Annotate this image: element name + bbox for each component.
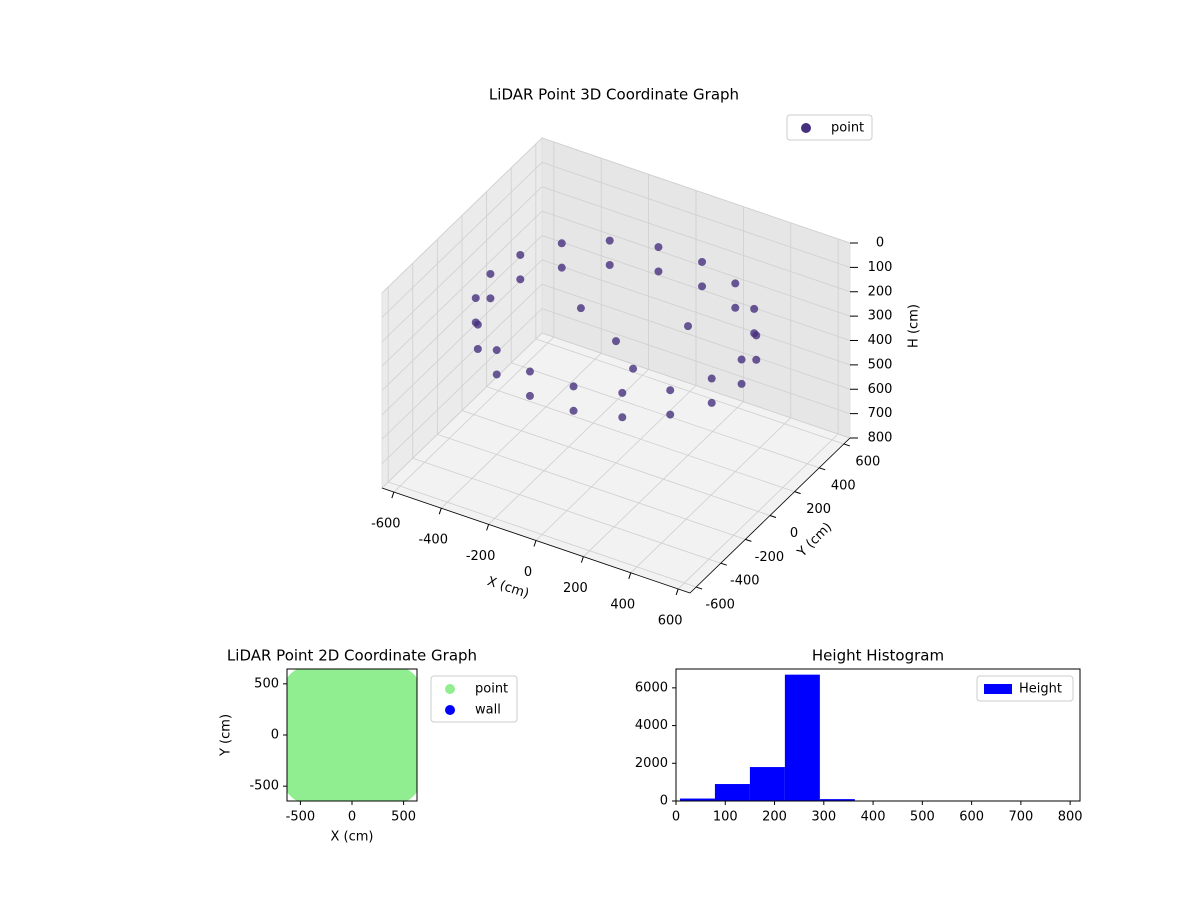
legend-marker bbox=[445, 705, 455, 715]
point bbox=[654, 243, 662, 251]
y-tick-label: -600 bbox=[705, 598, 735, 613]
point bbox=[526, 392, 534, 400]
bar bbox=[750, 767, 785, 801]
point bbox=[606, 237, 614, 245]
legend-label: wall bbox=[475, 703, 501, 718]
x-tick-label: 200 bbox=[563, 581, 588, 596]
x-tick-label: 500 bbox=[910, 810, 935, 825]
point bbox=[472, 294, 480, 302]
legend-label: Height bbox=[1019, 682, 1062, 697]
point bbox=[708, 399, 716, 407]
z-tick-label: 500 bbox=[868, 357, 893, 372]
x-tick-label: -400 bbox=[418, 533, 448, 548]
y-tick-label: 0 bbox=[271, 728, 279, 743]
legend-label: point bbox=[475, 682, 508, 697]
chart-title: LiDAR Point 2D Coordinate Graph bbox=[227, 647, 477, 665]
x-tick-label: 0 bbox=[672, 810, 680, 825]
x-tick-label: 0 bbox=[524, 565, 532, 580]
x-tick-label: 700 bbox=[1008, 810, 1033, 825]
point bbox=[558, 239, 566, 247]
z-tick-label: 200 bbox=[868, 284, 893, 299]
y-axis-label: Y (cm) bbox=[219, 714, 234, 757]
y-tick-label: 0 bbox=[660, 794, 668, 809]
chart-title: LiDAR Point 3D Coordinate Graph bbox=[489, 86, 739, 104]
legend-marker bbox=[801, 123, 811, 133]
point bbox=[654, 267, 662, 275]
point bbox=[752, 356, 760, 364]
legend-label: point bbox=[831, 121, 864, 136]
chart-title: Height Histogram bbox=[812, 647, 944, 665]
point bbox=[731, 304, 739, 312]
z-tick-label: 600 bbox=[868, 382, 893, 397]
point bbox=[738, 356, 746, 364]
x-axis-label: X (cm) bbox=[331, 830, 374, 845]
point bbox=[750, 329, 758, 337]
point bbox=[618, 389, 626, 397]
x-tick-label: -600 bbox=[371, 517, 401, 532]
x-tick-label: -200 bbox=[466, 549, 496, 564]
point bbox=[570, 407, 578, 415]
point bbox=[731, 279, 739, 287]
y-tick-label: -200 bbox=[755, 550, 785, 565]
z-tick-label: 800 bbox=[868, 431, 893, 446]
y-tick-label: 600 bbox=[855, 454, 880, 469]
x-tick-label: 600 bbox=[658, 613, 683, 628]
plot-area bbox=[265, 648, 438, 823]
point bbox=[526, 368, 534, 376]
x-tick-label: 200 bbox=[762, 810, 787, 825]
z-tick-label: 400 bbox=[868, 333, 893, 348]
point bbox=[612, 337, 620, 345]
x-tick-label: 0 bbox=[348, 810, 356, 825]
point bbox=[493, 346, 501, 354]
z-axis-label: H (cm) bbox=[907, 304, 922, 348]
y-tick-label: -400 bbox=[730, 574, 760, 589]
y-tick-label: 2000 bbox=[635, 756, 668, 771]
point bbox=[618, 413, 626, 421]
x-tick-label: 400 bbox=[861, 810, 886, 825]
legend-swatch bbox=[984, 684, 1012, 694]
y-tick-label: 6000 bbox=[635, 680, 668, 695]
point bbox=[684, 322, 692, 330]
z-tick-label: 700 bbox=[868, 406, 893, 421]
y-tick-label: 0 bbox=[790, 526, 798, 541]
point bbox=[474, 345, 482, 353]
y-tick-label: 500 bbox=[254, 676, 279, 691]
point bbox=[486, 294, 494, 302]
bar bbox=[715, 784, 750, 801]
y-tick-label: 200 bbox=[806, 502, 831, 517]
x-tick-label: 500 bbox=[391, 810, 416, 825]
point bbox=[666, 386, 674, 394]
point bbox=[486, 270, 494, 278]
point bbox=[750, 305, 758, 313]
y-tick-label: 400 bbox=[831, 478, 856, 493]
x-tick-label: 300 bbox=[811, 810, 836, 825]
point bbox=[708, 375, 716, 383]
x-tick-label: 600 bbox=[959, 810, 984, 825]
legend-marker bbox=[445, 684, 455, 694]
point bbox=[629, 365, 637, 373]
z-tick-label: 300 bbox=[868, 309, 893, 324]
bar bbox=[785, 675, 820, 801]
point bbox=[698, 282, 706, 290]
point bbox=[666, 411, 674, 419]
point bbox=[516, 251, 524, 259]
x-tick-label: 100 bbox=[713, 810, 738, 825]
point bbox=[558, 264, 566, 272]
point bbox=[698, 258, 706, 266]
z-tick-label: 100 bbox=[868, 260, 893, 275]
point bbox=[474, 321, 482, 329]
point bbox=[577, 304, 585, 312]
y-tick-label: -500 bbox=[249, 779, 279, 794]
y-tick-label: 4000 bbox=[635, 718, 668, 733]
z-tick-label: 0 bbox=[876, 236, 884, 251]
point bbox=[516, 275, 524, 283]
x-tick-label: -500 bbox=[286, 810, 316, 825]
point bbox=[606, 261, 614, 269]
point bbox=[738, 380, 746, 388]
point bbox=[570, 382, 578, 390]
x-tick-label: 400 bbox=[610, 597, 635, 612]
point bbox=[493, 370, 501, 378]
x-tick-label: 800 bbox=[1058, 810, 1083, 825]
